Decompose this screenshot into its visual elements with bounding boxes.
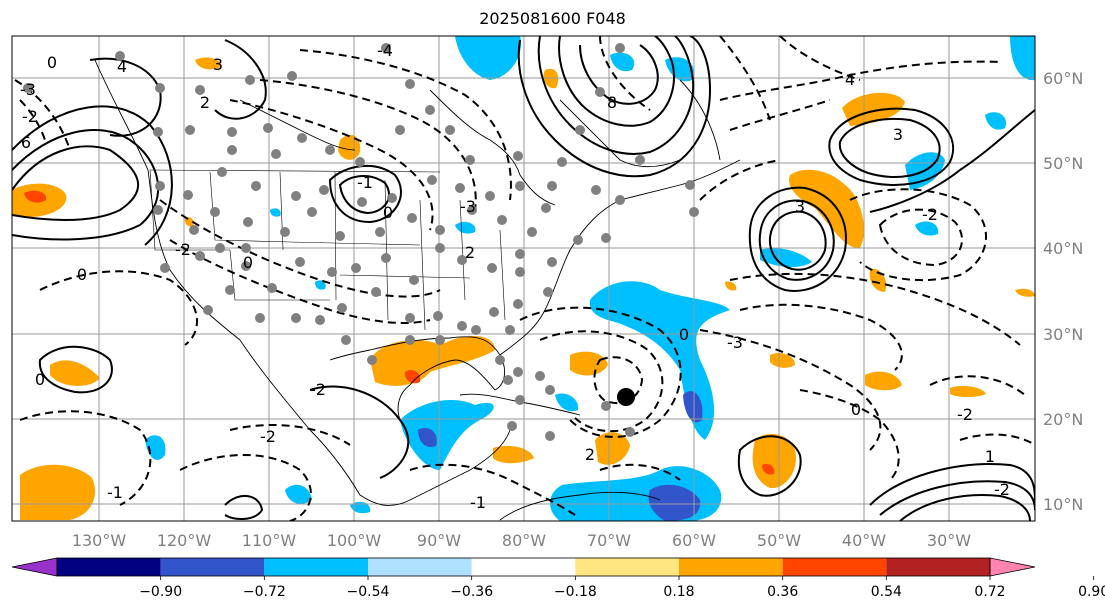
colorbar: −0.90 −0.72 −0.54 −0.36 −0.18 0.18 0.36 0.54 0.7… [11,557,1105,600]
colorbar-segment [264,558,368,576]
colorbar-tick-label: −0.36 [450,584,493,600]
contour-label: -1 [357,173,373,192]
positive-shading [12,57,1035,520]
latitude-label: 60°N [1043,69,1083,88]
contour-label: 3 [893,125,903,144]
strong-positive-shading [24,190,775,475]
contour-label: 8 [607,93,617,112]
colorbar-segment [886,558,990,576]
contour-label: -3 [460,197,476,216]
colorbar-segment [679,558,783,576]
latitude-label: 50°N [1043,154,1083,173]
colorbar-segment [575,558,679,576]
colorbar-tick-label: 0.90 [1078,584,1105,600]
contour-label: -2 [310,380,326,399]
contour-label: 0 [77,265,87,284]
colorbar-extend-max [989,557,1036,577]
colorbar-tick-label: 0.54 [871,584,902,600]
longitude-label: 90°W [417,531,461,550]
station-dots [23,43,699,441]
colorbar-tick-label: −0.90 [139,584,182,600]
contour-label: 0 [35,370,45,389]
contour-label: 0 [679,325,689,344]
colorbar-segment [160,558,265,576]
longitude-label: 40°W [842,531,886,550]
contour-label: -2 [22,107,38,126]
colorbar-tick-label: 0.36 [767,584,798,600]
colorbar-outline [56,557,991,577]
contour-label: 4 [117,57,127,76]
latitude-label: 20°N [1043,410,1083,429]
longitude-label: 50°W [757,531,801,550]
contour-label: 2 [465,243,475,262]
longitude-label: 70°W [587,531,631,550]
contour-label: 4 [845,70,855,89]
positive-contours [12,36,1035,521]
contour-label: -2 [175,240,191,259]
contour-label: 2 [585,445,595,464]
contour-label: -1 [470,493,486,512]
longitude-label: 100°W [327,531,382,550]
latitude-labels: 60°N 50°N 40°N 30°N 20°N 10°N [1043,69,1083,514]
colorbar-segment [471,558,576,576]
colorbar-tick-label: −0.54 [347,584,390,600]
contour-label: -3 [20,80,36,99]
map-content: 0 -2 -3 3 4 6 8 -4 2 -1 0 -3 3 -2 2 0 -2 0 -2 -2 -1 2 0 -3 0 -2 1 -… [12,36,1035,521]
contour-label: 0 [47,53,57,72]
longitude-label: 60°W [672,531,716,550]
contour-label: 6 [21,133,31,152]
contour-label: 3 [795,197,805,216]
contour-label: -2 [957,405,973,424]
storm-center-marker [617,388,635,406]
latitude-label: 30°N [1043,325,1083,344]
colorbar-extend-min [11,557,58,577]
contour-label: 0 [243,253,253,272]
longitude-label: 120°W [157,531,212,550]
strong-negative-shading [418,391,703,521]
contour-label: -2 [260,427,276,446]
longitude-labels: 130°W 120°W 110°W 100°W 90°W 80°W 70°W 60°W 50°W… [72,531,971,550]
contour-label: 0 [383,203,393,222]
negative-contours [14,36,1035,521]
contour-label: 2 [200,93,210,112]
map-frame [11,35,1036,522]
longitude-label: 30°W [927,531,971,550]
longitude-label: 80°W [502,531,546,550]
longitude-label: 130°W [72,531,127,550]
colorbar-segment [782,558,887,576]
latitude-label: 40°N [1043,239,1083,258]
longitude-label: 110°W [242,531,297,550]
contour-label: 3 [213,55,223,74]
colorbar-tick-label: 0.18 [663,584,694,600]
colorbar-segment [57,558,161,576]
colorbar-segment [368,558,472,576]
contour-label: -2 [922,205,938,224]
colorbar-tick-label: −0.72 [243,584,286,600]
contour-labels: 0 -2 -3 3 4 6 8 -4 2 -1 0 -3 3 -2 2 0 -2 0 -2 -2 -1 2 0 -3 0 -2 1 -… [20,41,1010,512]
latitude-label: 10°N [1043,495,1083,514]
figure-title: 2025081600 F048 [479,9,626,28]
contour-label: -3 [727,333,743,352]
colorbar-tick-label: −0.18 [554,584,597,600]
graticule [12,36,1035,521]
contour-label: -4 [377,41,393,60]
contour-label: -1 [107,483,123,502]
contour-label: 0 [851,400,861,419]
contour-label: 1 [985,447,995,466]
contour-label: -2 [994,480,1010,499]
colorbar-tick-label: 0.72 [974,584,1005,600]
